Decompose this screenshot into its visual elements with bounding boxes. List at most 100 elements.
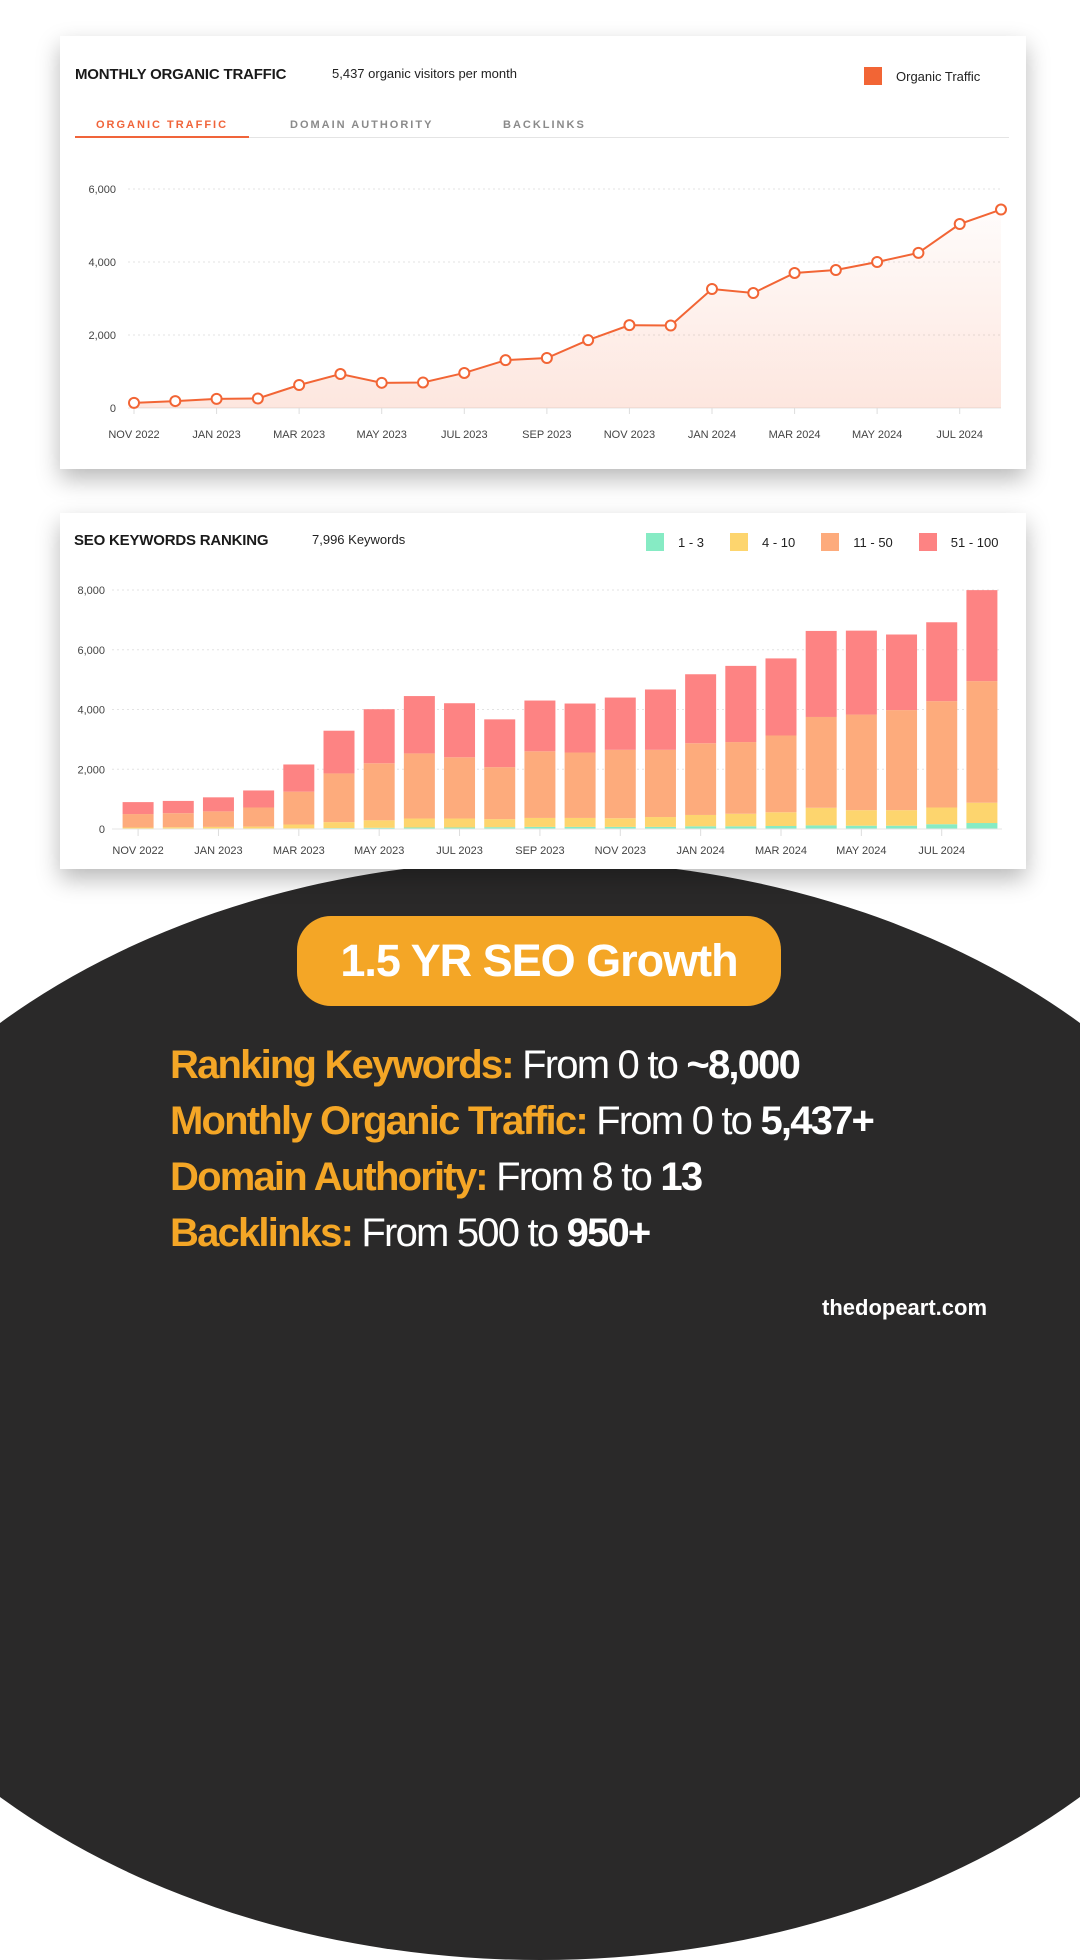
- y-tick-label: 8,000: [77, 585, 105, 597]
- bar-segment: [565, 818, 596, 827]
- growth-badge: 1.5 YR SEO Growth: [297, 916, 781, 1006]
- stat-value: 950+: [567, 1211, 650, 1255]
- stats-list: Ranking Keywords: From 0 to ~8,000 Month…: [170, 1037, 873, 1261]
- bar-segment: [444, 757, 475, 818]
- x-tick-label: MAR 2023: [273, 845, 325, 857]
- data-point: [459, 368, 469, 378]
- y-tick-label: 6,000: [77, 645, 105, 657]
- data-point: [831, 265, 841, 275]
- data-point: [418, 377, 428, 387]
- stat-ranking-keywords: Ranking Keywords: From 0 to ~8,000: [170, 1037, 873, 1093]
- bar-segment: [283, 792, 314, 825]
- x-tick-label: JAN 2023: [194, 845, 242, 857]
- bar-segment: [163, 813, 194, 827]
- data-point: [542, 353, 552, 363]
- brand-watermark: thedopeart.com: [822, 1295, 987, 1321]
- bar-segment: [806, 808, 837, 826]
- bar-segment: [444, 819, 475, 828]
- bar-segment: [203, 811, 234, 827]
- bar-segment: [283, 764, 314, 791]
- data-point: [170, 396, 180, 406]
- bar-segment: [886, 710, 917, 810]
- bar-segment: [846, 715, 877, 811]
- bar-segment: [404, 696, 435, 753]
- bar-segment: [725, 666, 756, 742]
- bar-segment: [484, 767, 515, 819]
- bar-segment: [605, 818, 636, 827]
- area-fill: [134, 210, 1001, 408]
- x-tick-label: SEP 2023: [515, 845, 564, 857]
- y-tick-label: 2,000: [88, 330, 116, 342]
- bar-segment: [766, 658, 797, 735]
- stat-organic-traffic: Monthly Organic Traffic: From 0 to 5,437…: [170, 1093, 873, 1149]
- bar-segment: [203, 827, 234, 829]
- x-tick-label: NOV 2022: [112, 845, 163, 857]
- bar-segment: [926, 824, 957, 829]
- bar-segment: [283, 825, 314, 829]
- data-point: [253, 394, 263, 404]
- x-tick-label: JUL 2023: [436, 845, 483, 857]
- y-tick-label: 6,000: [88, 184, 116, 196]
- data-point: [129, 398, 139, 408]
- bar-segment: [926, 622, 957, 701]
- bar-segment: [524, 818, 555, 827]
- stat-range: From 0 to: [587, 1099, 761, 1143]
- stat-value: 13: [660, 1155, 701, 1199]
- bar-segment: [886, 635, 917, 711]
- bar-segment: [404, 753, 435, 818]
- x-tick-label: JAN 2023: [192, 429, 240, 441]
- data-point: [666, 321, 676, 331]
- bar-segment: [404, 819, 435, 828]
- x-tick-label: JAN 2024: [676, 845, 724, 857]
- bar-segment: [966, 803, 997, 823]
- bar-segment: [364, 820, 395, 827]
- bar-segment: [163, 827, 194, 828]
- bar-segment: [645, 750, 676, 817]
- bar-segment: [243, 790, 274, 807]
- stat-value: ~8,000: [686, 1043, 799, 1087]
- bar-segment: [203, 797, 234, 811]
- bar-segment: [926, 701, 957, 807]
- stat-backlinks: Backlinks: From 500 to 950+: [170, 1205, 873, 1261]
- y-tick-label: 0: [110, 403, 116, 415]
- data-point: [955, 219, 965, 229]
- bar-segment: [243, 807, 274, 826]
- bar-segment: [524, 751, 555, 818]
- data-point: [872, 257, 882, 267]
- data-point: [377, 378, 387, 388]
- x-tick-label: JAN 2024: [688, 429, 736, 441]
- data-point: [335, 369, 345, 379]
- stat-domain-authority: Domain Authority: From 8 to 13: [170, 1149, 873, 1205]
- stat-key: Monthly Organic Traffic:: [170, 1099, 587, 1143]
- stat-range: From 0 to: [513, 1043, 687, 1087]
- bar-segment: [565, 704, 596, 753]
- x-tick-label: JUL 2023: [441, 429, 488, 441]
- bar-segment: [605, 750, 636, 818]
- bar-segment: [725, 742, 756, 814]
- y-tick-label: 4,000: [88, 257, 116, 269]
- bar-segment: [324, 773, 355, 822]
- data-point: [707, 284, 717, 294]
- x-tick-label: MAY 2024: [852, 429, 902, 441]
- data-point: [624, 320, 634, 330]
- x-tick-label: NOV 2023: [604, 429, 655, 441]
- bar-segment: [846, 631, 877, 715]
- bar-segment: [163, 801, 194, 813]
- data-point: [913, 248, 923, 258]
- data-point: [790, 268, 800, 278]
- bar-segment: [324, 822, 355, 828]
- bar-segment: [243, 827, 274, 829]
- x-tick-label: MAR 2023: [273, 429, 325, 441]
- y-tick-label: 2,000: [77, 764, 105, 776]
- x-tick-label: SEP 2023: [522, 429, 571, 441]
- stat-range: From 8 to: [487, 1155, 661, 1199]
- y-tick-label: 0: [99, 824, 105, 836]
- bar-segment: [524, 701, 555, 752]
- x-tick-label: JUL 2024: [918, 845, 965, 857]
- data-point: [748, 288, 758, 298]
- bar-segment: [846, 810, 877, 826]
- bar-segment: [966, 823, 997, 829]
- bar-segment: [806, 631, 837, 717]
